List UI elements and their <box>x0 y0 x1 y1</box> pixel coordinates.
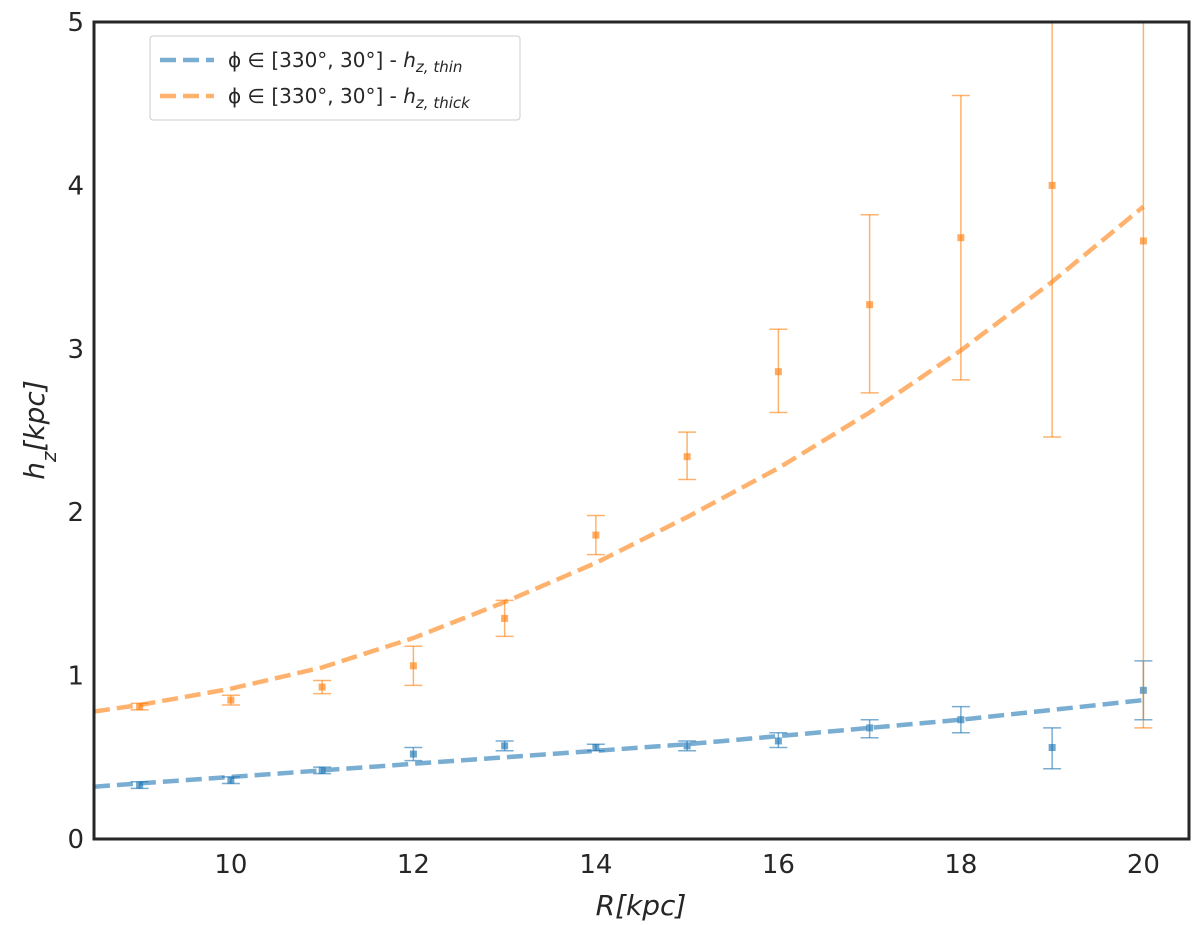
legend-frame <box>149 35 521 121</box>
data-point <box>683 742 691 750</box>
y-tick-label: 2 <box>67 498 84 528</box>
error-bar <box>1043 22 1062 438</box>
data-point <box>318 683 326 691</box>
data-point <box>592 531 600 539</box>
series-layer <box>94 22 1153 790</box>
series-thick <box>94 22 1153 729</box>
series-thin <box>94 660 1153 790</box>
data-point <box>957 234 965 242</box>
data-point <box>318 766 326 774</box>
data-point <box>501 742 509 750</box>
legend-entry: ϕ ∈ [330°, 30°] - hz, thin <box>228 48 462 76</box>
data-point <box>227 696 235 704</box>
data-point <box>501 614 509 622</box>
x-tick-label: 20 <box>1127 850 1160 880</box>
plot-background <box>94 22 1189 839</box>
x-tick-label: 14 <box>579 850 612 880</box>
y-axis-label: hz[kpc] <box>18 380 61 479</box>
x-tick-label: 12 <box>397 850 430 880</box>
x-tick-label: 10 <box>214 850 247 880</box>
data-point <box>774 737 782 745</box>
x-tick-label: 18 <box>944 850 977 880</box>
x-tick-label: 16 <box>762 850 795 880</box>
data-point <box>409 750 417 758</box>
data-point <box>592 743 600 751</box>
data-point <box>409 662 417 670</box>
data-point <box>1048 743 1056 751</box>
x-ticks: 10 12 14 16 18 20 <box>214 850 1160 880</box>
data-point <box>227 776 235 784</box>
data-point <box>1139 237 1147 245</box>
y-tick-label: 1 <box>67 662 84 692</box>
x-axis-label: R[kpc] <box>596 889 687 922</box>
data-point <box>683 453 691 461</box>
y-tick-label: 5 <box>67 8 84 38</box>
data-point <box>136 781 144 789</box>
data-point <box>866 301 874 309</box>
data-point <box>1048 181 1056 189</box>
y-tick-label: 4 <box>67 171 84 201</box>
data-point <box>957 716 965 724</box>
y-ticks: 0 1 2 3 4 5 <box>67 8 84 855</box>
data-point <box>866 724 874 732</box>
y-tick-label: 0 <box>67 825 84 855</box>
plot-frame <box>92 20 1191 841</box>
y-tick-label: 3 <box>67 335 84 365</box>
data-point <box>774 368 782 376</box>
data-point <box>136 703 144 711</box>
